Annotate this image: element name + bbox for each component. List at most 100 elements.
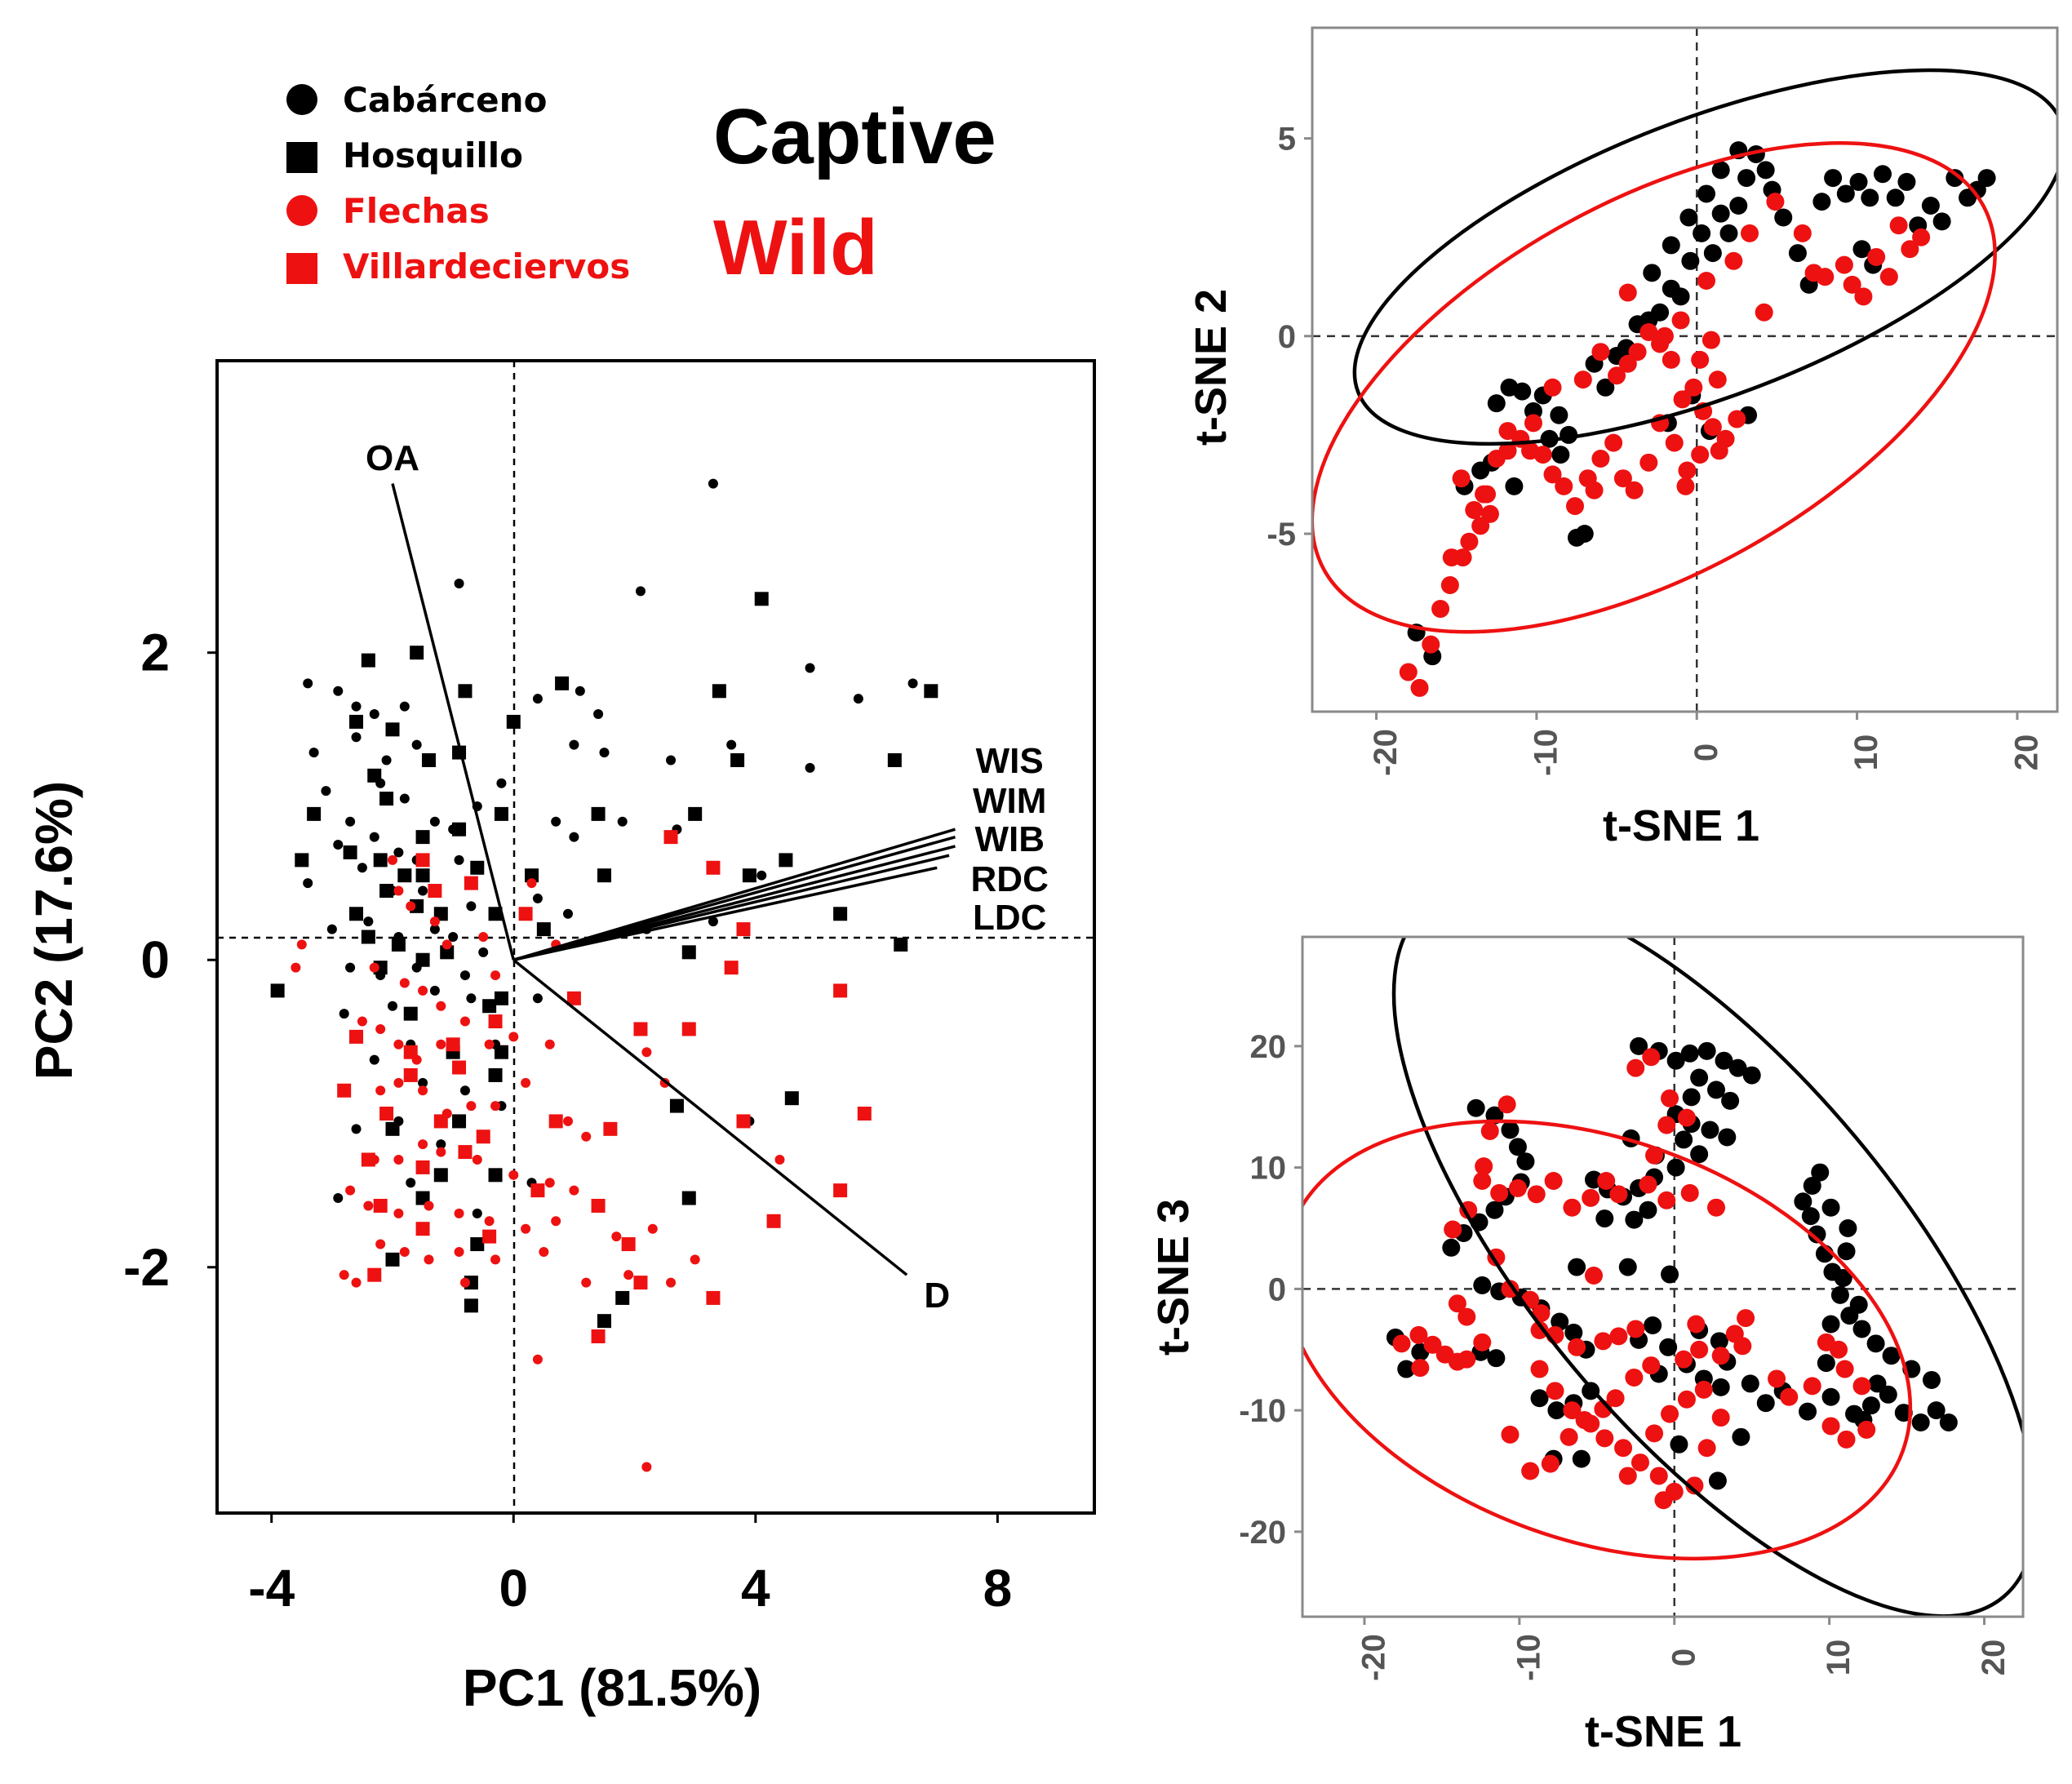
tsne12-point-wild-41 <box>1618 354 1637 373</box>
tsne13-point-wild-81 <box>1835 1360 1854 1378</box>
tsne13-point-wild-47 <box>1654 1491 1673 1510</box>
tsne12-point-wild-48 <box>1475 485 1493 504</box>
tsne12-point-captive-64 <box>1505 477 1524 495</box>
tsne13-point-wild-22 <box>1626 1058 1645 1077</box>
pca-point-cabrceno-40 <box>303 878 313 889</box>
pca-point-cabrceno-32 <box>369 832 379 842</box>
pca-point-flechas-49 <box>484 1216 495 1227</box>
tsne13-point-wild-85 <box>1768 1369 1786 1388</box>
pca-xtick-label: -4 <box>248 1559 295 1618</box>
tsne13-point-wild-64 <box>1626 1320 1645 1338</box>
tsne12-point-captive-48 <box>1873 165 1892 184</box>
legend-marker-cabarceno <box>286 84 317 115</box>
pca-point-flechas-33 <box>563 1116 573 1126</box>
legend-label-villardeciervos: Villardeciervos <box>343 246 630 286</box>
loading-label-wib: WIB <box>974 819 1045 859</box>
legend-marker-villardeciervos <box>286 253 317 284</box>
tsne12-point-wild-40 <box>1628 343 1647 362</box>
tsne12-point-captive-10 <box>1550 406 1568 424</box>
tsne13-point-wild-15 <box>1582 1188 1600 1207</box>
pca-point-flechas-57 <box>454 1246 464 1257</box>
tsne13-point-captive-64 <box>1618 1258 1637 1276</box>
tsne12-point-captive-25 <box>1703 244 1722 263</box>
pca-point-flechas-3 <box>429 916 440 927</box>
tsne12-point-captive-47 <box>1861 189 1879 207</box>
pca-point-flechas-52 <box>611 1231 622 1242</box>
tsne13-ytick-label: -20 <box>1239 1515 1286 1551</box>
pca-point-hosquillo-28 <box>525 868 539 883</box>
tsne13-point-captive-57 <box>1711 1378 1730 1396</box>
pca-point-hosquillo-21 <box>688 806 703 821</box>
tsne13-ellipse-wild <box>1302 1119 1913 1561</box>
pca-point-cabrceno-2 <box>635 586 646 597</box>
tsne12-point-captive-13 <box>1575 525 1594 544</box>
pca-point-cabrceno-15 <box>381 755 392 766</box>
pca-point-flechas-54 <box>375 1239 386 1249</box>
tsne12-point-wild-68 <box>1901 240 1919 259</box>
pca-point-cabrceno-11 <box>853 694 863 704</box>
pca-point-cabrceno-16 <box>411 739 422 750</box>
pca-point-flechas-58 <box>490 1254 501 1265</box>
pca-point-cabrceno-72 <box>351 1124 362 1134</box>
tsne13-point-captive-53 <box>1644 1316 1662 1334</box>
tsne13-point-captive-4 <box>1697 1041 1716 1060</box>
pca-point-cabrceno-46 <box>756 870 767 881</box>
tsne13-point-wild-16 <box>1597 1171 1616 1190</box>
pca-point-villardeciervos-11 <box>488 1014 503 1029</box>
loading-label-ldc: LDC <box>973 898 1046 938</box>
tsne12-point-captive-45 <box>1836 184 1855 203</box>
tsne12-point-captive-26 <box>1711 204 1730 223</box>
tsne13-point-captive-69 <box>1741 1374 1759 1393</box>
tsne13-point-wild-67 <box>1568 1338 1586 1356</box>
tsne12-ellipse-captive <box>1352 68 2057 446</box>
pca-point-flechas-68 <box>641 1462 652 1472</box>
tsne12-ellipse-wild <box>1312 141 1997 634</box>
tsne12-point-wild-20 <box>1604 433 1623 452</box>
tsne12-point-captive-44 <box>1824 169 1843 188</box>
pca-point-hosquillo-10 <box>421 752 436 767</box>
pca-point-cabrceno-62 <box>388 1001 397 1011</box>
tsne13-point-captive-91 <box>1801 1207 1820 1226</box>
tsne12-point-captive-24 <box>1693 224 1711 242</box>
pca-point-cabrceno-38 <box>617 816 628 827</box>
pca-point-flechas-27 <box>393 1077 404 1088</box>
pca-point-cabrceno-76 <box>333 1193 344 1204</box>
tsne13-xtick-label: -20 <box>1356 1634 1392 1681</box>
tsne12-point-wild-62 <box>1835 255 1853 274</box>
tsne12-ytick-label: -5 <box>1267 517 1296 553</box>
loading-label-wim: WIM <box>973 781 1046 821</box>
tsne12-point-captive-62 <box>1774 208 1793 227</box>
pca-point-cabrceno-47 <box>326 924 337 934</box>
tsne13-point-wild-10 <box>1490 1183 1509 1202</box>
tsne12-point-wild-35 <box>1708 371 1727 389</box>
tsne12-point-wild-56 <box>1655 326 1674 345</box>
pca-point-hosquillo-35 <box>433 907 448 921</box>
tsne12-point-wild-36 <box>1673 390 1692 409</box>
pca-point-hosquillo-30 <box>742 868 756 883</box>
pca-point-hosquillo-8 <box>924 684 938 699</box>
tsne12-point-wild-6 <box>1460 532 1479 551</box>
pca-point-flechas-1 <box>393 885 404 896</box>
pca-point-cabrceno-20 <box>321 786 331 797</box>
tsne12-point-wild-66 <box>1879 268 1898 286</box>
tsne13-point-captive-49 <box>1487 1349 1506 1368</box>
tsne13-xtick-label: -10 <box>1511 1634 1546 1681</box>
pca-point-cabrceno-31 <box>333 840 344 850</box>
pca-point-hosquillo-32 <box>349 907 364 921</box>
tsne13-point-wild-54 <box>1675 1350 1693 1369</box>
tsne12-point-wild-42 <box>1608 366 1626 385</box>
tsne13-point-captive-97 <box>1837 1242 1856 1261</box>
tsne13-point-captive-61 <box>1595 1209 1614 1228</box>
pca-point-hosquillo-0 <box>361 653 375 668</box>
pca-point-hosquillo-47 <box>494 991 508 1005</box>
tsne13-point-wild-55 <box>1642 1356 1661 1375</box>
tsne13-point-captive-47 <box>1530 1389 1549 1408</box>
pca-point-villardeciervos-4 <box>428 884 442 899</box>
pca-point-villardeciervos-39 <box>706 1290 721 1305</box>
pca-point-villardeciervos-8 <box>349 1029 364 1044</box>
pca-point-hosquillo-33 <box>379 884 394 899</box>
pca-point-flechas-9 <box>418 985 428 996</box>
tsne13-ytick-label: 0 <box>1268 1271 1286 1307</box>
tsne13-point-captive-84 <box>1866 1334 1885 1353</box>
tsne13-point-wild-50 <box>1677 1390 1696 1409</box>
